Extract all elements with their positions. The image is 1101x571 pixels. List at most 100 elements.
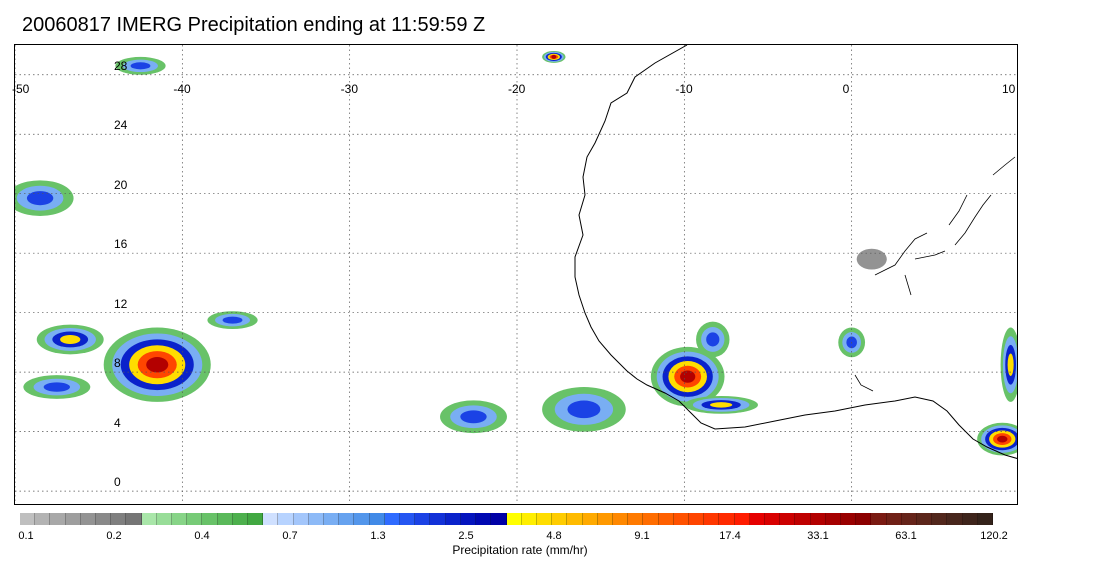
- precip-cell-6: [542, 50, 566, 63]
- precip-cell-8: [542, 387, 626, 432]
- lon-label: -40: [173, 82, 191, 96]
- precip-cell-3: [23, 375, 91, 399]
- colorbar-swatch: [35, 513, 51, 525]
- precip-cell-1: [103, 327, 211, 402]
- lon-label: 10: [1002, 82, 1016, 96]
- colorbar-tick: 9.1: [634, 530, 650, 542]
- colorbar-swatch: [50, 513, 66, 525]
- colorbar-swatch: [567, 513, 583, 525]
- lat-lon-grid: [15, 45, 1017, 504]
- precip-cell-7: [440, 400, 507, 434]
- precip-contour: [680, 370, 696, 383]
- lon-label: -30: [340, 82, 358, 96]
- precip-contour: [460, 410, 487, 424]
- colorbar-swatch: [141, 513, 157, 525]
- colorbar-swatch: [901, 513, 917, 525]
- precip-contour: [43, 382, 71, 392]
- precip-cell-0: [650, 346, 725, 407]
- colorbar-swatch: [96, 513, 112, 525]
- colorbar-swatch: [202, 513, 218, 525]
- colorbar-tick: 17.4: [719, 530, 741, 542]
- precip-contour: [60, 334, 81, 344]
- precip-contour: [1007, 353, 1014, 376]
- precipitation-map: [15, 45, 1017, 504]
- lon-label: -10: [675, 82, 693, 96]
- colorbar-swatch: [80, 513, 97, 525]
- precip-contour: [706, 332, 720, 347]
- precip-contour: [26, 191, 54, 206]
- colorbar-swatch: [65, 513, 81, 525]
- colorbar-swatch: [111, 513, 127, 525]
- colorbar-swatch: [232, 513, 249, 525]
- colorbar-swatch: [324, 513, 340, 525]
- colorbar-swatch: [369, 513, 385, 525]
- colorbar-swatch: [643, 513, 659, 525]
- colorbar-swatch: [384, 513, 401, 525]
- colorbar-tick: 1.3: [370, 530, 386, 542]
- precip-contour: [997, 435, 1008, 443]
- colorbar-swatch: [582, 513, 598, 525]
- colorbar-swatch: [187, 513, 203, 525]
- colorbar-swatch: [810, 513, 826, 525]
- colorbar-swatch: [628, 513, 644, 525]
- colorbar-swatch: [856, 513, 872, 525]
- colorbar-swatch: [780, 513, 796, 525]
- colorbar-swatch: [293, 513, 309, 525]
- colorbar-swatch: [612, 513, 629, 525]
- colorbar-swatch: [248, 513, 264, 525]
- colorbar-swatch: [719, 513, 735, 525]
- colorbar-swatch: [734, 513, 750, 525]
- precip-contour: [710, 402, 733, 408]
- colorbar-swatch: [886, 513, 902, 525]
- colorbar-swatch: [491, 513, 507, 525]
- colorbar-swatch: [415, 513, 431, 525]
- lat-label: 28: [114, 58, 128, 73]
- lat-label: 12: [114, 296, 128, 311]
- precip-cell-12: [1000, 327, 1017, 402]
- colorbar-swatch: [430, 513, 446, 525]
- precip-cell-9: [696, 321, 730, 358]
- precip-contour: [146, 357, 169, 373]
- precip-cell-11: [977, 422, 1017, 456]
- colorbar-swatch: [217, 513, 233, 525]
- colorbar-tick: 0.1: [18, 530, 34, 542]
- colorbar-swatch: [460, 513, 477, 525]
- colorbar-tick: 0.4: [194, 530, 210, 542]
- colorbar-swatch: [172, 513, 188, 525]
- colorbar-tick: 0.2: [106, 530, 122, 542]
- precip-cell-4: [15, 180, 74, 217]
- colorbar-swatch: [764, 513, 781, 525]
- lon-label: -20: [508, 82, 526, 96]
- colorbar-swatch: [977, 513, 993, 525]
- colorbar-swatch: [521, 513, 537, 525]
- colorbar-swatch: [704, 513, 720, 525]
- colorbar-tick: 120.2: [980, 530, 1008, 542]
- precip-cell-2: [36, 324, 104, 355]
- lat-label: 24: [114, 118, 128, 133]
- lat-label: 4: [114, 415, 121, 430]
- colorbar-swatch: [400, 513, 416, 525]
- colorbar-tick: 63.1: [895, 530, 917, 542]
- colorbar-swatch: [916, 513, 933, 525]
- map-title: 20060817 IMERG Precipitation ending at 1…: [22, 14, 486, 36]
- precip-cell-15: [207, 311, 258, 330]
- colorbar: [20, 513, 993, 525]
- precip-cell-13: [856, 248, 887, 270]
- colorbar-tick-labels: 0.1 0.2 0.4 0.7 1.3 2.5 4.8 9.1 17.4 33.1 63.1 120.…: [0, 530, 1101, 544]
- coastline: [574, 45, 1017, 459]
- lon-label: 0: [842, 82, 850, 96]
- colorbar-swatch: [962, 513, 978, 525]
- colorbar-swatch: [476, 513, 492, 525]
- colorbar-swatch: [126, 513, 142, 525]
- colorbar-swatch: [871, 513, 887, 525]
- colorbar-tick: 4.8: [546, 530, 562, 542]
- colorbar-tick: 33.1: [807, 530, 829, 542]
- colorbar-swatch: [156, 513, 173, 525]
- lat-label: 20: [114, 177, 128, 192]
- colorbar-swatch: [825, 513, 841, 525]
- precip-contour: [222, 316, 243, 324]
- map-panel: [14, 44, 1018, 505]
- colorbar-swatch: [506, 513, 522, 525]
- colorbar-swatch: [445, 513, 461, 525]
- precip-cell-10: [684, 395, 758, 414]
